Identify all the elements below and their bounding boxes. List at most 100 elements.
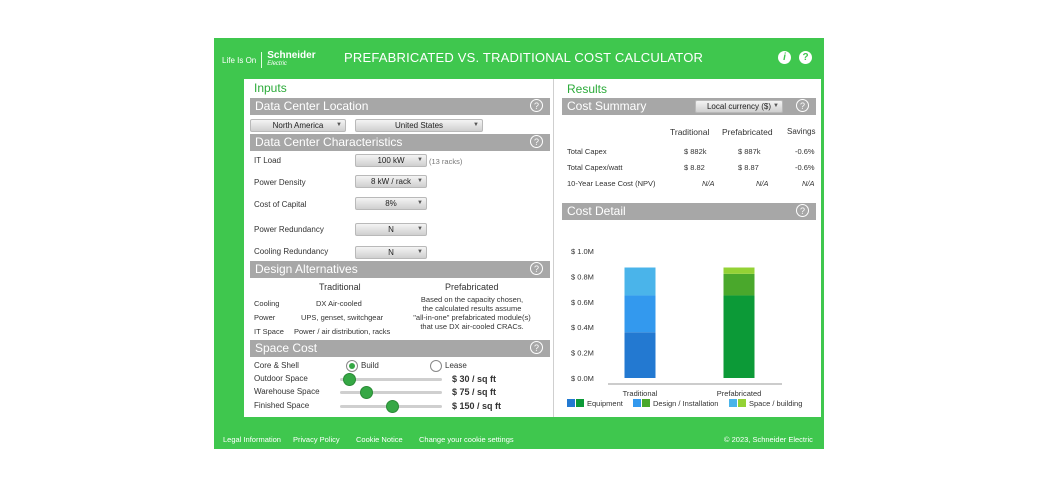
row-total-capex-label: Total Capex [567, 147, 607, 156]
finished-value: $ 150 / sq ft [452, 401, 502, 411]
design-section-bar: Design Alternatives ? [250, 261, 550, 278]
detail-section-bar: Cost Detail ? [562, 203, 816, 220]
legend-swatch-traditional [567, 399, 575, 407]
prefab-line-1: Based on the capacity chosen, [420, 295, 524, 304]
location-title: Data Center Location [255, 99, 369, 113]
lease-label: Lease [445, 361, 467, 370]
bar-traditional-space-building [624, 267, 656, 296]
legend-label: Space / building [749, 399, 802, 408]
question-icon[interactable]: ? [530, 99, 543, 112]
space-title: Space Cost [255, 341, 318, 355]
currency-select[interactable]: Local currency ($) ▼ [695, 100, 783, 113]
dropdown-arrow-icon: ▼ [417, 178, 423, 184]
build-label: Build [361, 361, 379, 370]
power-density-select[interactable]: 8 kW / rack ▼ [355, 175, 427, 188]
info-icon[interactable]: i [778, 51, 791, 64]
outdoor-value: $ 30 / sq ft [452, 374, 497, 384]
country-select[interactable]: United States ▼ [355, 119, 483, 132]
build-radio[interactable] [346, 360, 358, 372]
row-lease-traditional: N/A [702, 179, 715, 188]
finished-label: Finished Space [254, 401, 310, 410]
prefab-line-3: "all-in-one" prefabricated module(s) [413, 313, 531, 322]
row-total-capex-savings: -0.6% [795, 147, 815, 156]
row-lease-savings: N/A [802, 179, 815, 188]
schneider-logo[interactable]: Life Is On Schneider Electric [222, 51, 316, 69]
footer-cookie-notice-link[interactable]: Cookie Notice [356, 435, 403, 444]
question-icon[interactable]: ? [530, 262, 543, 275]
y-tick-label: $ 0.8M [571, 272, 594, 281]
row-lease-label: 10-Year Lease Cost (NPV) [567, 179, 656, 188]
lease-radio[interactable] [430, 360, 442, 372]
cooling-redundancy-select[interactable]: N ▼ [355, 246, 427, 259]
cost-of-capital-select[interactable]: 8% ▼ [355, 197, 427, 210]
region-select[interactable]: North America ▼ [250, 119, 346, 132]
dropdown-arrow-icon: ▼ [417, 249, 423, 255]
footer-privacy-link[interactable]: Privacy Policy [293, 435, 340, 444]
finished-slider-handle[interactable] [386, 400, 399, 413]
question-icon[interactable]: ? [796, 204, 809, 217]
bar-traditional-equipment [624, 332, 656, 378]
footer-legal-link[interactable]: Legal Information [223, 435, 281, 444]
itspace-label: IT Space [254, 327, 284, 336]
bar-prefabricated-space-building [723, 267, 755, 274]
row-capex-watt-prefab: $ 8.87 [738, 163, 759, 172]
prefab-line-2: the calculated results assume [422, 304, 522, 313]
bar-traditional-design-installation [624, 295, 656, 333]
footer-copyright: © 2023, Schneider Electric [724, 435, 813, 444]
summary-section-bar: Cost Summary Local currency ($) ▼ ? [562, 98, 816, 115]
it-load-label: IT Load [254, 156, 281, 165]
row-capex-watt-savings: -0.6% [795, 163, 815, 172]
legend-swatch-traditional [729, 399, 737, 407]
legend-swatch-traditional [633, 399, 641, 407]
question-icon[interactable]: ? [530, 341, 543, 354]
row-total-capex-prefab: $ 887k [738, 147, 761, 156]
results-heading: Results [567, 82, 608, 96]
y-tick-label: $ 0.4M [571, 323, 594, 332]
itspace-value: Power / air distribution, racks [294, 327, 391, 336]
cooling-label: Cooling [254, 299, 280, 308]
warehouse-label: Warehouse Space [254, 387, 320, 396]
y-tick-label: $ 1.0M [571, 247, 594, 256]
cooling-value: DX Air-cooled [316, 299, 362, 308]
space-section-bar: Space Cost ? [250, 340, 550, 357]
outdoor-label: Outdoor Space [254, 374, 308, 383]
dropdown-arrow-icon: ▼ [336, 122, 342, 128]
outdoor-slider[interactable] [340, 378, 442, 381]
app-title: PREFABRICATED VS. TRADITIONAL COST CALCU… [344, 50, 704, 65]
y-tick-label: $ 0.2M [571, 349, 594, 358]
column-divider [553, 79, 554, 417]
row-total-capex-traditional: $ 882k [684, 147, 707, 156]
it-load-select[interactable]: 100 kW ▼ [355, 154, 427, 167]
summary-title: Cost Summary [567, 99, 647, 113]
warehouse-value: $ 75 / sq ft [452, 387, 497, 397]
cost-detail-chart: $ 0.0M $ 0.2M $ 0.4M $ 0.6M $ 0.8M $ 1.0M Trad… [567, 247, 802, 408]
brand-name: Schneider Electric [267, 50, 316, 68]
row-capex-watt-label: Total Capex/watt [567, 163, 623, 172]
dropdown-arrow-icon: ▼ [417, 157, 423, 163]
power-value: UPS, genset, switchgear [301, 313, 384, 322]
dropdown-arrow-icon: ▼ [473, 122, 479, 128]
question-icon[interactable]: ? [530, 135, 543, 148]
dropdown-arrow-icon: ▼ [417, 226, 423, 232]
help-icon[interactable]: ? [799, 51, 812, 64]
y-tick-label: $ 0.0M [571, 374, 594, 383]
col-prefab: Prefabricated [722, 127, 773, 137]
warehouse-slider[interactable] [340, 391, 442, 394]
core-shell-label: Core & Shell [254, 361, 299, 370]
y-tick-label: $ 0.6M [571, 298, 594, 307]
logo-divider [261, 52, 263, 68]
outdoor-slider-handle[interactable] [343, 373, 356, 386]
question-icon[interactable]: ? [796, 99, 809, 112]
legend-label: Equipment [587, 399, 624, 408]
racks-note: (13 racks) [429, 157, 463, 166]
x-tick-label: Prefabricated [717, 389, 762, 398]
inputs-heading: Inputs [254, 81, 287, 95]
col-savings: Savings [787, 127, 816, 136]
warehouse-slider-handle[interactable] [360, 386, 373, 399]
row-capex-watt-traditional: $ 8.82 [684, 163, 705, 172]
legend-label: Design / Installation [653, 399, 718, 408]
power-redundancy-select[interactable]: N ▼ [355, 223, 427, 236]
power-redundancy-label: Power Redundancy [254, 225, 324, 234]
prefab-header: Prefabricated [445, 282, 499, 292]
footer-cookie-settings-link[interactable]: Change your cookie settings [419, 435, 514, 444]
